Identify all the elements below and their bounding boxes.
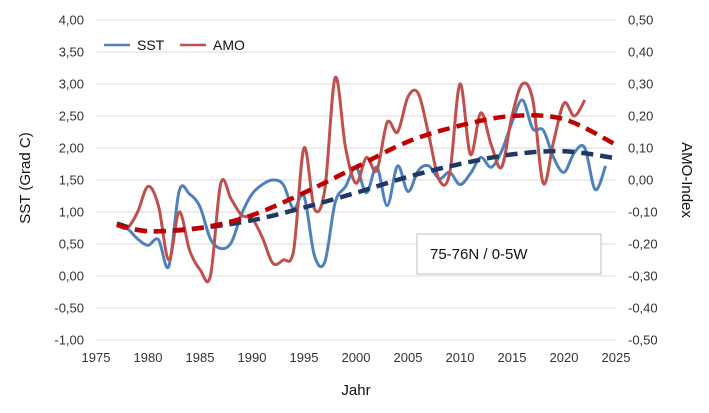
- y-left-tick-label: 0,00: [59, 269, 84, 284]
- y-left-tick-label: 3,00: [59, 77, 84, 92]
- y-right-tick-label: 0,20: [628, 109, 653, 124]
- x-tick-label: 2005: [394, 350, 423, 365]
- x-tick-label: 1975: [82, 350, 111, 365]
- y-left-axis-title: SST (Grad C): [17, 132, 34, 223]
- y-left-tick-label: 1,50: [59, 173, 84, 188]
- y-right-tick-label: 0,50: [628, 13, 653, 28]
- y-left-tick-label: 0,50: [59, 237, 84, 252]
- x-tick-label: 2015: [498, 350, 527, 365]
- y-left-tick-label: 2,50: [59, 109, 84, 124]
- annotation-frame: [416, 233, 602, 275]
- y-right-tick-label: -0,30: [628, 269, 658, 284]
- x-tick-label: 2010: [446, 350, 475, 365]
- y-left-tick-label: -0,50: [54, 301, 84, 316]
- legend: SST AMO: [104, 37, 245, 53]
- tick-labels: 4,00 0,50 3,50 0,40 3,00 0,30 2,50 0,20 2,00 0,10…: [54, 13, 657, 366]
- y-right-tick-label: -0,40: [628, 301, 658, 316]
- x-tick-label: 2025: [602, 350, 631, 365]
- y-left-tick-label: 1,00: [59, 205, 84, 220]
- legend-label-sst: SST: [137, 37, 165, 53]
- y-right-tick-label: -0,20: [628, 237, 658, 252]
- x-tick-label: 1980: [134, 350, 163, 365]
- series-line-amo-trend: [116, 113, 618, 234]
- x-tick-label: 2000: [342, 350, 371, 365]
- grid-lines: [96, 19, 616, 341]
- y-left-tick-label: 3,50: [59, 45, 84, 60]
- y-right-tick-label: -0,10: [628, 205, 658, 220]
- x-axis-title: Jahr: [341, 382, 370, 399]
- annotation-box: 75-76N / 0-5W: [416, 233, 602, 275]
- y-right-tick-label: 0,30: [628, 77, 653, 92]
- y-right-tick-label: -0,50: [628, 333, 658, 348]
- y-right-tick-label: 0,10: [628, 141, 653, 156]
- y-left-tick-label: 4,00: [59, 13, 84, 28]
- y-right-axis-title: AMO-Index: [678, 142, 695, 218]
- y-left-tick-label: -1,00: [54, 333, 84, 348]
- x-tick-label: 1990: [238, 350, 267, 365]
- legend-label-amo: AMO: [213, 37, 245, 53]
- y-left-tick-label: 2,00: [59, 141, 84, 156]
- y-right-tick-label: 0,40: [628, 45, 653, 60]
- series-lines: [116, 75, 618, 284]
- x-tick-label: 2020: [550, 350, 579, 365]
- annotation-label: 75-76N / 0-5W: [430, 246, 528, 263]
- y-right-tick-label: 0,00: [628, 173, 653, 188]
- x-tick-label: 1985: [186, 350, 215, 365]
- series-line-amo: [116, 75, 587, 284]
- x-tick-label: 1995: [290, 350, 319, 365]
